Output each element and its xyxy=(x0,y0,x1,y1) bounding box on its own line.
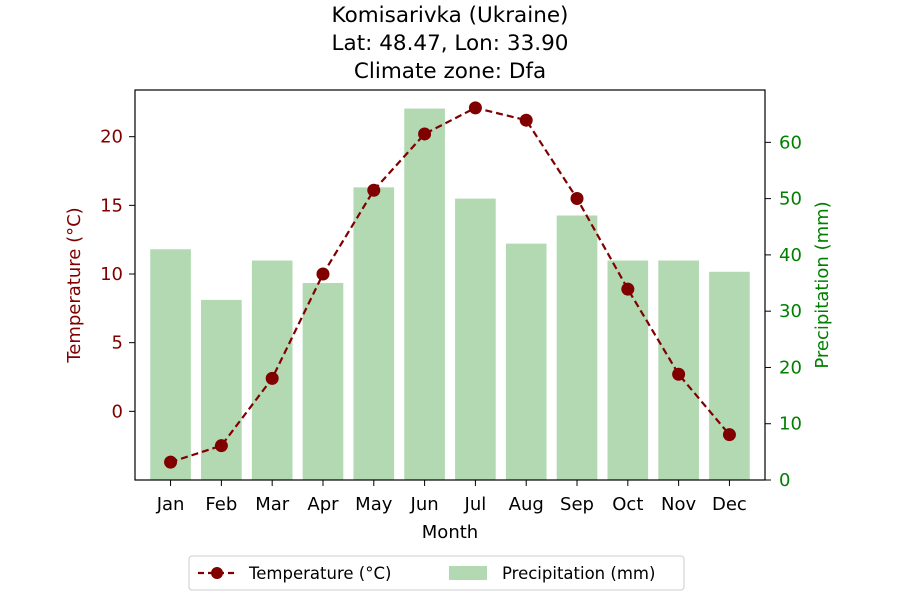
x-axis-ticks: Jan Feb Mar Apr May Jun Jul Aug Sep Oct Nov Dec xyxy=(156,480,747,515)
temperature-point-may xyxy=(367,183,381,197)
temperature-point-mar xyxy=(265,371,279,385)
left-tick-label: 15 xyxy=(100,195,123,216)
left-tick-label: 5 xyxy=(112,333,123,354)
left-axis-ticks: 0 5 10 15 20 xyxy=(100,127,135,422)
right-tick-label: 10 xyxy=(779,414,802,435)
legend-temperature-label: Temperature (°C) xyxy=(248,564,391,583)
right-tick-label: 30 xyxy=(779,301,802,322)
precipitation-bar-dec xyxy=(709,271,750,480)
x-tick-label-dec: Dec xyxy=(712,494,747,515)
temperature-point-jul xyxy=(468,101,482,115)
x-axis-label: Month xyxy=(422,522,478,543)
x-tick-label-feb: Feb xyxy=(205,494,237,515)
x-tick-label-oct: Oct xyxy=(612,494,643,515)
precipitation-bar-jan xyxy=(150,249,191,480)
precipitation-bars xyxy=(150,108,750,481)
right-tick-label: 60 xyxy=(779,132,802,153)
temperature-point-jan xyxy=(164,455,178,469)
legend: Temperature (°C) Precipitation (mm) xyxy=(188,555,685,591)
precipitation-bar-may xyxy=(353,187,395,480)
precipitation-bar-sep xyxy=(556,215,598,480)
right-tick-label: 40 xyxy=(779,245,802,266)
x-tick-label-nov: Nov xyxy=(661,494,696,515)
temperature-point-dec xyxy=(722,428,736,442)
temperature-point-feb xyxy=(214,439,228,453)
left-tick-label: 10 xyxy=(100,264,123,285)
right-axis-ticks: 0 10 20 30 40 50 60 xyxy=(765,132,802,491)
chart-title-line-3: Climate zone: Dfa xyxy=(354,59,546,84)
left-tick-label: 20 xyxy=(100,127,123,148)
x-tick-label-sep: Sep xyxy=(560,494,594,515)
precipitation-bar-aug xyxy=(505,243,547,480)
temperature-point-sep xyxy=(570,191,584,205)
x-tick-label-aug: Aug xyxy=(509,494,544,515)
precipitation-bar-jun xyxy=(404,108,445,481)
x-tick-label-jan: Jan xyxy=(156,494,185,515)
x-tick-label-jun: Jun xyxy=(410,494,439,515)
precipitation-bar-oct xyxy=(607,260,649,480)
right-tick-label: 20 xyxy=(779,357,802,378)
legend-precipitation-label: Precipitation (mm) xyxy=(502,564,655,583)
temperature-point-oct xyxy=(621,282,635,296)
right-tick-label: 0 xyxy=(779,470,790,491)
right-tick-label: 50 xyxy=(779,189,802,210)
legend-temperature-marker xyxy=(211,567,223,579)
x-tick-label-apr: Apr xyxy=(307,494,339,515)
legend-precipitation-swatch xyxy=(449,566,487,580)
left-tick-label: 0 xyxy=(112,401,123,422)
right-axis-label: Precipitation (mm) xyxy=(812,201,833,368)
precipitation-bar-jul xyxy=(455,198,496,480)
precipitation-bar-mar xyxy=(251,260,293,480)
legend-box xyxy=(188,555,685,591)
left-axis-label: Temperature (°C) xyxy=(64,207,85,363)
chart-title: Komisarivka (Ukraine) Lat: 48.47, Lon: 3… xyxy=(332,3,569,84)
temperature-point-aug xyxy=(519,113,533,127)
temperature-point-jun xyxy=(418,127,432,141)
x-tick-label-mar: Mar xyxy=(255,494,290,515)
temperature-point-nov xyxy=(672,367,686,381)
precipitation-bar-apr xyxy=(302,283,344,480)
chart-title-line-1: Komisarivka (Ukraine) xyxy=(332,3,569,28)
chart-title-line-2: Lat: 48.47, Lon: 33.90 xyxy=(332,31,569,56)
plot-frame xyxy=(134,89,766,481)
temperature-series xyxy=(164,101,736,469)
temperature-point-apr xyxy=(316,267,330,281)
x-tick-label-jul: Jul xyxy=(464,494,487,515)
x-tick-label-may: May xyxy=(355,494,393,515)
precipitation-bar-feb xyxy=(201,299,242,480)
temperature-line xyxy=(170,106,731,464)
